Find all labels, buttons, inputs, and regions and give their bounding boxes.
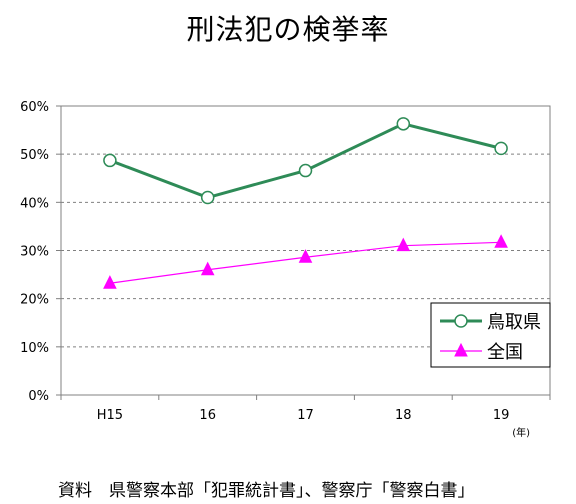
y-tick-label: 60% <box>20 100 49 115</box>
legend-label: 鳥取県 <box>487 312 541 333</box>
legend-box <box>430 302 551 368</box>
data-point <box>200 190 215 205</box>
data-point <box>298 163 313 178</box>
data-point <box>103 275 117 289</box>
y-tick-label: 0% <box>28 389 49 404</box>
y-tick-label: 20% <box>20 293 49 308</box>
source-note: 資料 県警察本部「犯罪統計書」、警察庁「警察白書」 <box>58 481 475 501</box>
x-tick-label: 19 <box>493 408 510 423</box>
legend-marker <box>454 342 468 357</box>
series-line <box>109 122 502 200</box>
x-tick-label: H15 <box>97 408 123 423</box>
legend-marker <box>454 314 468 328</box>
legend-label: 全国 <box>487 342 523 363</box>
y-tick-label: 10% <box>20 341 49 356</box>
data-point <box>396 237 411 252</box>
x-tick-label: 16 <box>199 408 216 423</box>
y-tick-label: 30% <box>20 245 49 260</box>
series-line <box>109 241 502 284</box>
chart-title: 刑法犯の検挙率 <box>186 13 390 46</box>
data-point <box>494 141 508 156</box>
data-point <box>298 249 313 263</box>
x-tick-label: 17 <box>297 408 314 423</box>
data-point <box>103 153 117 168</box>
x-unit-label: (年) <box>512 426 530 439</box>
x-tick-label: 18 <box>395 408 412 423</box>
data-point <box>494 234 508 248</box>
y-tick-label: 50% <box>20 148 49 163</box>
data-point <box>200 261 215 276</box>
y-tick-label: 40% <box>20 196 49 211</box>
data-point <box>396 117 411 131</box>
